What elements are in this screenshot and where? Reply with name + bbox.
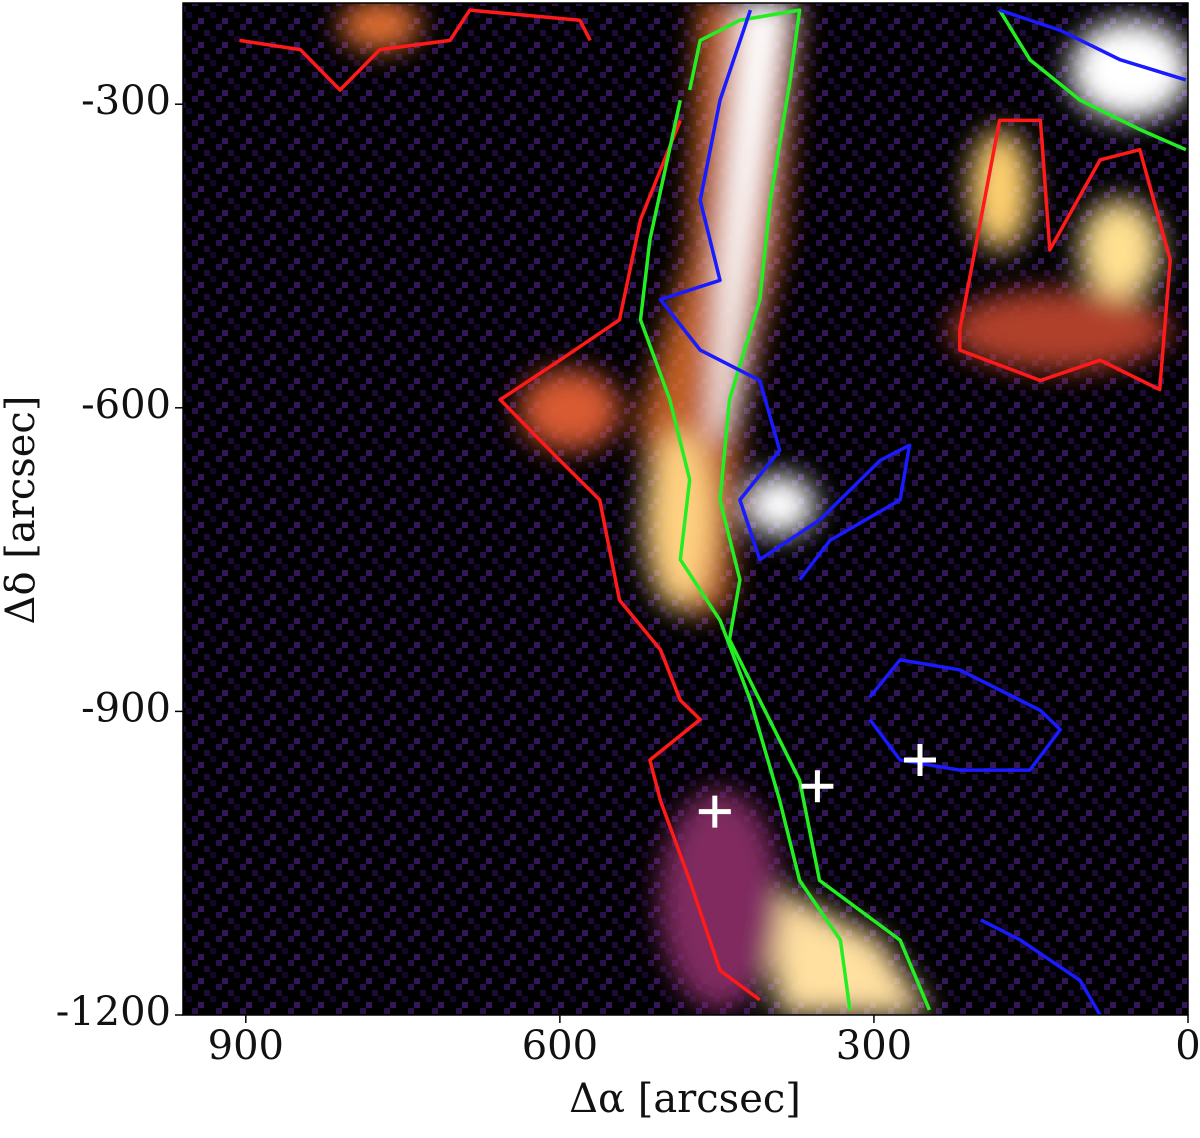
- y-tick-label: -600: [81, 382, 171, 428]
- y-axis-label: Δδ [arcsec]: [0, 396, 44, 625]
- contour-line: [658, 9, 912, 581]
- plot-frame: [182, 2, 1189, 1016]
- y-tick-label: -1200: [56, 989, 171, 1035]
- contour-line: [958, 118, 1172, 392]
- y-tick-label: -300: [81, 78, 171, 124]
- x-tick-label: 900: [208, 1023, 284, 1069]
- contours: [239, 8, 1187, 1016]
- x-tick-label: 600: [522, 1023, 598, 1069]
- contour-line: [638, 99, 852, 1011]
- cross-marker: [904, 743, 936, 776]
- contour-line: [687, 8, 932, 1011]
- cross-marker: [801, 770, 834, 803]
- contour-line: [498, 119, 761, 1002]
- contour-line: [998, 9, 1187, 152]
- y-tick-label: -900: [81, 685, 171, 731]
- axes: 900 600 300 0 -300 -600 -900 -1200: [56, 78, 1200, 1069]
- contour-line: [999, 8, 1187, 82]
- x-tick-label: 0: [1175, 1023, 1200, 1069]
- contour-line: [239, 8, 592, 92]
- cross-marker: [698, 795, 731, 828]
- x-tick-label: 300: [836, 1023, 912, 1069]
- contour-line: [979, 918, 1102, 1016]
- x-axis-label: Δα [arcsec]: [569, 1076, 801, 1122]
- markers: [698, 743, 936, 828]
